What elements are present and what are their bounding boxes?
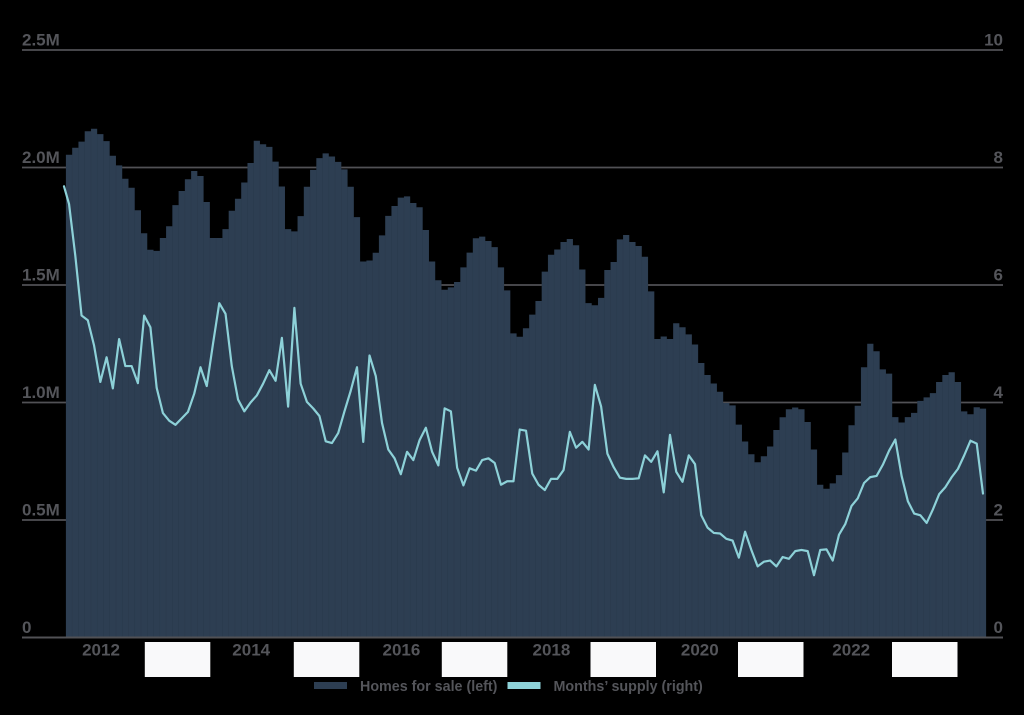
svg-text:6: 6 [994, 266, 1003, 285]
svg-text:2022: 2022 [832, 641, 870, 660]
svg-text:Homes for sale (left): Homes for sale (left) [360, 679, 498, 695]
svg-text:2014: 2014 [232, 641, 270, 660]
svg-text:2: 2 [994, 501, 1003, 520]
svg-text:0: 0 [22, 618, 31, 637]
svg-text:1.5M: 1.5M [22, 266, 60, 285]
svg-text:2016: 2016 [382, 641, 420, 660]
svg-text:2012: 2012 [82, 641, 120, 660]
svg-text:1.0M: 1.0M [22, 383, 60, 402]
svg-text:Months’ supply (right): Months’ supply (right) [554, 679, 704, 695]
svg-text:2.5M: 2.5M [22, 31, 60, 50]
svg-text:4: 4 [994, 383, 1004, 402]
svg-text:2018: 2018 [532, 641, 570, 660]
svg-text:0.5M: 0.5M [22, 501, 60, 520]
svg-text:10: 10 [984, 31, 1003, 50]
svg-text:8: 8 [994, 148, 1003, 167]
svg-text:2.0M: 2.0M [22, 148, 60, 167]
svg-text:0: 0 [994, 618, 1003, 637]
svg-text:2020: 2020 [681, 641, 719, 660]
